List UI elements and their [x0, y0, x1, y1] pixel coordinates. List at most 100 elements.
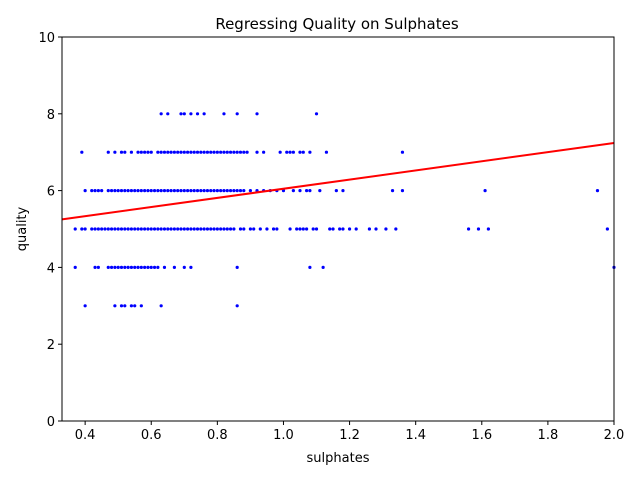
- data-point: [275, 227, 279, 231]
- data-point: [166, 227, 170, 231]
- data-point: [228, 189, 233, 193]
- data-point: [162, 150, 167, 154]
- data-point: [288, 227, 292, 231]
- data-point: [90, 227, 94, 231]
- data-point: [314, 227, 319, 231]
- x-tick-label: 0.4: [75, 428, 96, 443]
- data-point: [126, 265, 130, 269]
- data-point: [176, 150, 180, 154]
- data-point: [162, 227, 167, 231]
- data-point: [232, 189, 236, 193]
- data-point: [483, 189, 487, 193]
- data-point: [298, 227, 302, 231]
- data-point: [139, 304, 143, 308]
- data-point: [205, 150, 210, 154]
- data-point: [189, 150, 193, 154]
- data-point: [212, 150, 216, 154]
- data-point: [228, 150, 233, 154]
- data-point: [189, 112, 193, 116]
- data-point: [129, 150, 134, 154]
- data-point: [258, 227, 262, 231]
- data-point: [235, 112, 239, 116]
- data-point: [285, 150, 289, 154]
- data-point: [156, 150, 160, 154]
- data-point: [228, 227, 233, 231]
- data-point: [219, 150, 223, 154]
- data-point: [192, 227, 196, 231]
- data-point: [195, 227, 200, 231]
- data-point: [400, 189, 405, 193]
- data-point: [172, 227, 176, 231]
- data-point: [278, 150, 282, 154]
- data-point: [311, 227, 315, 231]
- data-point: [308, 189, 312, 193]
- data-point: [129, 265, 134, 269]
- data-point: [96, 265, 100, 269]
- y-tick-label: 0: [47, 415, 55, 430]
- data-point: [100, 227, 104, 231]
- data-point: [133, 265, 137, 269]
- data-point: [238, 189, 243, 193]
- data-point: [232, 227, 236, 231]
- data-point: [298, 189, 302, 193]
- data-point: [146, 189, 150, 193]
- data-point: [136, 189, 140, 193]
- data-point: [136, 150, 140, 154]
- data-point: [301, 150, 305, 154]
- data-point: [202, 112, 206, 116]
- data-point: [291, 189, 295, 193]
- data-point: [186, 150, 190, 154]
- x-axis-label: sulphates: [307, 451, 370, 466]
- y-tick-label: 8: [47, 108, 55, 123]
- data-point: [304, 189, 309, 193]
- data-point: [466, 227, 471, 231]
- data-point: [182, 112, 186, 116]
- data-point: [182, 189, 186, 193]
- data-point: [83, 227, 87, 231]
- data-point: [139, 265, 143, 269]
- data-point: [288, 150, 292, 154]
- data-point: [119, 189, 124, 193]
- data-point: [189, 265, 193, 269]
- data-point: [156, 265, 160, 269]
- data-point: [123, 189, 127, 193]
- data-point: [152, 227, 157, 231]
- data-point: [116, 265, 120, 269]
- data-point: [109, 265, 114, 269]
- data-point: [93, 227, 97, 231]
- data-point: [80, 227, 84, 231]
- data-point: [133, 227, 137, 231]
- data-point: [73, 227, 77, 231]
- data-point: [129, 189, 134, 193]
- data-point: [215, 189, 219, 193]
- data-point: [202, 189, 206, 193]
- data-point: [113, 265, 117, 269]
- data-point: [116, 227, 120, 231]
- data-point: [166, 112, 170, 116]
- data-point: [182, 227, 186, 231]
- data-point: [166, 150, 170, 154]
- plot-area-frame: [61, 36, 615, 422]
- data-point: [199, 227, 203, 231]
- data-point: [146, 227, 150, 231]
- data-point: [235, 304, 239, 308]
- data-point: [169, 227, 173, 231]
- data-point: [219, 189, 223, 193]
- data-point: [301, 227, 305, 231]
- data-point: [400, 150, 405, 154]
- data-point: [172, 189, 176, 193]
- data-point: [222, 227, 226, 231]
- data-point: [219, 227, 223, 231]
- data-point: [119, 265, 124, 269]
- data-point: [136, 227, 140, 231]
- data-point: [242, 189, 246, 193]
- data-point: [334, 189, 338, 193]
- data-points: [73, 112, 616, 308]
- data-point: [93, 265, 97, 269]
- data-point: [113, 227, 117, 231]
- data-point: [143, 265, 147, 269]
- data-point: [133, 189, 137, 193]
- x-tick-label: 1.0: [273, 428, 294, 443]
- data-point: [222, 112, 226, 116]
- x-tick-label: 0.8: [207, 428, 228, 443]
